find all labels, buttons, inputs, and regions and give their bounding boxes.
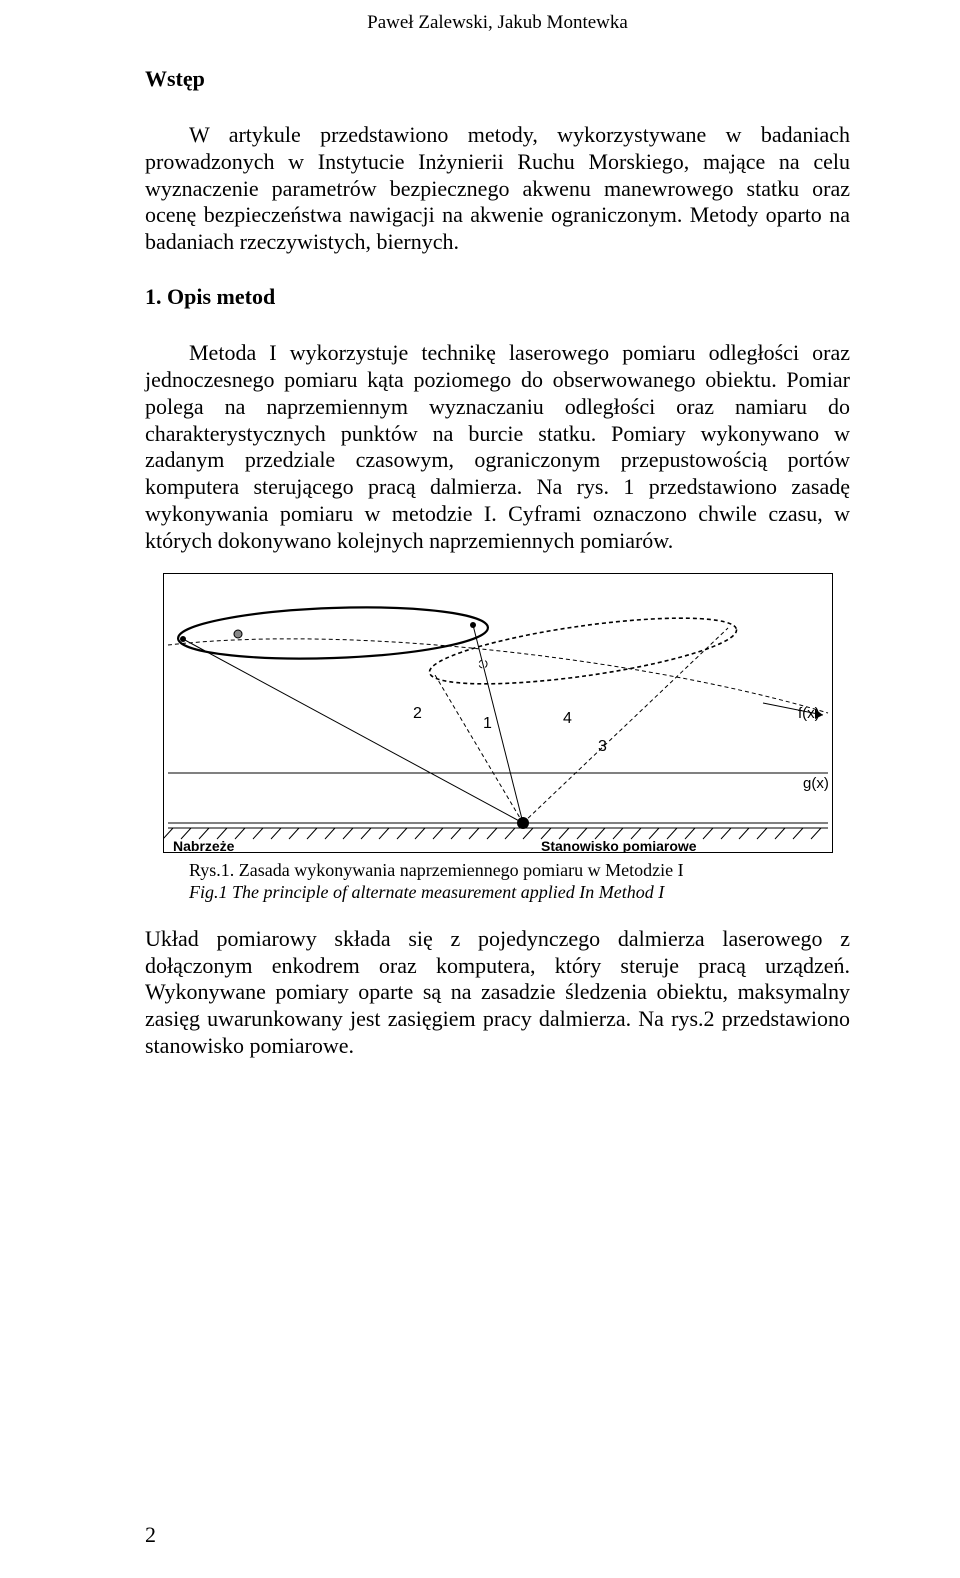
header-authors: Paweł Zalewski, Jakub Montewka [145, 12, 850, 34]
svg-text:4: 4 [563, 710, 572, 727]
figure-1-caption-en: Fig.1 The principle of alternate measure… [189, 882, 664, 902]
svg-text:Stanowisko pomiarowe: Stanowisko pomiarowe [541, 838, 697, 853]
svg-text:2: 2 [413, 705, 422, 722]
section1-heading: 1. Opis metod [145, 284, 850, 310]
figure-1-caption: Rys.1. Zasada wykonywania naprzemiennego… [189, 859, 850, 904]
figure-1: 1 2 3 4 f(x) g(x) Nabrzeże Stanowisko pomiarowe [163, 573, 833, 853]
intro-paragraph: W artykule przedstawiono metody, wykorzy… [145, 122, 850, 256]
page-number: 2 [145, 1522, 156, 1548]
svg-text:g(x): g(x) [803, 775, 829, 792]
svg-text:1: 1 [483, 715, 492, 732]
svg-text:3: 3 [598, 738, 607, 755]
svg-text:Nabrzeże: Nabrzeże [173, 838, 235, 853]
intro-heading: Wstęp [145, 66, 850, 92]
figure-1-caption-pl: Rys.1. Zasada wykonywania naprzemiennego… [189, 860, 684, 880]
svg-text:f(x): f(x) [798, 705, 820, 722]
section1-paragraph-1: Metoda I wykorzystuje technikę laseroweg… [145, 340, 850, 555]
section1-paragraph-2: Układ pomiarowy składa się z pojedynczeg… [145, 926, 850, 1060]
